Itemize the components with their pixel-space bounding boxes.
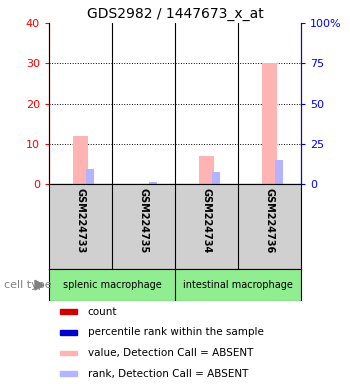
Text: value, Detection Call = ABSENT: value, Detection Call = ABSENT — [88, 348, 253, 358]
Text: GSM224736: GSM224736 — [265, 188, 274, 253]
Bar — [199, 156, 214, 184]
Text: splenic macrophage: splenic macrophage — [63, 280, 161, 290]
Bar — [212, 172, 220, 184]
Bar — [60, 310, 77, 314]
Bar — [60, 330, 77, 335]
Title: GDS2982 / 1447673_x_at: GDS2982 / 1447673_x_at — [87, 7, 263, 21]
Bar — [60, 371, 77, 376]
Text: percentile rank within the sample: percentile rank within the sample — [88, 328, 263, 338]
Text: rank, Detection Call = ABSENT: rank, Detection Call = ABSENT — [88, 369, 248, 379]
Text: GSM224733: GSM224733 — [76, 188, 85, 253]
Bar — [149, 182, 157, 184]
Bar — [262, 63, 277, 184]
Bar — [86, 169, 94, 184]
Bar — [275, 160, 283, 184]
Text: GSM224735: GSM224735 — [139, 188, 148, 253]
Bar — [73, 136, 88, 184]
Text: count: count — [88, 307, 117, 317]
Text: intestinal macrophage: intestinal macrophage — [183, 280, 293, 290]
Text: cell type: cell type — [4, 280, 51, 290]
Text: GSM224734: GSM224734 — [202, 188, 211, 253]
Bar — [60, 351, 77, 356]
